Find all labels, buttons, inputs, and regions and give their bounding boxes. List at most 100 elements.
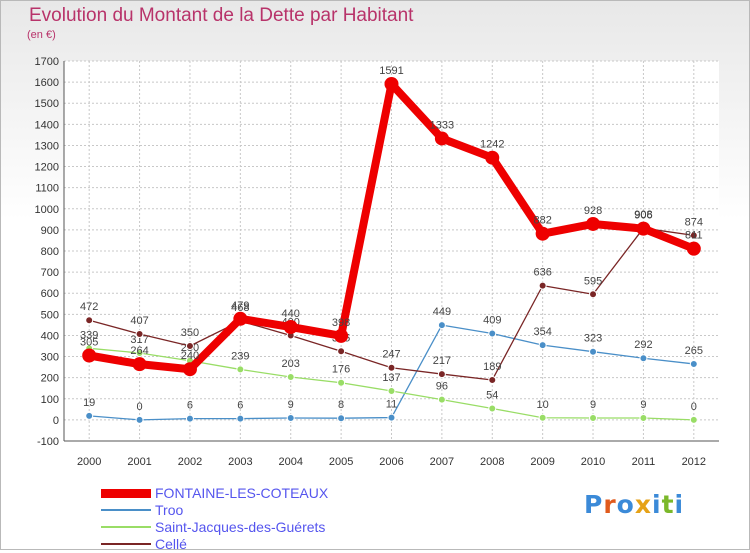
logo-letter: x (634, 490, 652, 519)
legend-label-fontaine: FONTAINE-LES-COTEAUX (155, 485, 329, 501)
data-label-cell: 189 (483, 361, 501, 373)
data-point-saint-jacques-des-gu-rets (488, 404, 497, 413)
y-tick-label: 1000 (35, 204, 59, 216)
data-label-cell: 595 (584, 275, 602, 287)
data-point-troo (538, 341, 547, 350)
data-point-fontaine-les-coteaux (82, 348, 97, 363)
data-point-troo (589, 347, 598, 356)
data-point-cell (538, 281, 547, 290)
data-point-fontaine-les-coteaux (434, 131, 449, 146)
logo-letter: o (616, 490, 635, 519)
x-tick-label: 2012 (682, 456, 706, 468)
y-tick-label: 1200 (35, 162, 59, 174)
y-tick-label: 200 (41, 373, 59, 385)
y-tick-label: 300 (41, 352, 59, 364)
y-tick-label: 800 (41, 246, 59, 258)
logo-letter: t (661, 490, 675, 519)
y-tick-label: 1500 (35, 98, 59, 110)
y-tick-label: 1700 (35, 56, 59, 68)
data-point-troo (488, 329, 497, 338)
data-point-cell (337, 347, 346, 356)
logo-letter: P (584, 490, 604, 519)
y-tick-label: 400 (41, 330, 59, 342)
data-point-fontaine-les-coteaux (384, 77, 399, 92)
data-label-troo: 449 (433, 306, 451, 318)
data-label-fontaine-les-coteaux: 240 (181, 350, 199, 362)
data-point-fontaine-les-coteaux (283, 320, 298, 334)
data-label-saint-jacques-des-gu-rets: 96 (436, 381, 448, 393)
y-tick-label: 900 (41, 225, 59, 237)
data-point-cell (689, 231, 698, 240)
data-label-cell: 874 (685, 216, 703, 228)
data-point-cell (135, 329, 144, 338)
data-point-troo (437, 321, 446, 330)
legend-label-troo: Troo (155, 502, 184, 518)
data-point-fontaine-les-coteaux (586, 216, 601, 231)
data-label-fontaine-les-coteaux: 440 (282, 308, 300, 320)
proxiti-logo: Proxiti (584, 490, 684, 519)
data-label-troo: 0 (137, 401, 143, 413)
data-point-saint-jacques-des-gu-rets (236, 365, 245, 374)
x-tick-label: 2011 (632, 456, 656, 468)
data-point-saint-jacques-des-gu-rets (337, 378, 346, 387)
data-label-saint-jacques-des-gu-rets: 0 (691, 401, 697, 413)
data-label-fontaine-les-coteaux: 398 (332, 317, 350, 329)
x-tick-label: 2008 (480, 456, 504, 468)
data-point-fontaine-les-coteaux (233, 311, 248, 326)
data-point-fontaine-les-coteaux (686, 241, 701, 256)
y-tick-label: 1300 (35, 140, 59, 152)
data-point-cell (589, 290, 598, 299)
data-point-fontaine-les-coteaux (334, 328, 349, 343)
data-point-troo (337, 414, 346, 423)
data-label-saint-jacques-des-gu-rets: 54 (486, 389, 498, 401)
data-label-saint-jacques-des-gu-rets: 317 (130, 334, 148, 346)
data-label-cell: 908 (634, 209, 652, 221)
data-label-cell: 468 (231, 302, 249, 314)
x-tick-label: 2010 (581, 456, 605, 468)
data-label-fontaine-les-coteaux: 479 (231, 300, 249, 312)
x-tick-label: 2003 (228, 456, 252, 468)
data-point-troo (85, 411, 94, 420)
data-label-saint-jacques-des-gu-rets: 203 (282, 358, 300, 370)
data-point-saint-jacques-des-gu-rets (589, 413, 598, 422)
x-tick-label: 2001 (127, 456, 151, 468)
data-point-troo (286, 413, 295, 422)
legend-swatch-saint-jacques (101, 526, 151, 528)
y-tick-label: 0 (53, 415, 59, 427)
data-label-fontaine-les-coteaux: 928 (584, 205, 602, 217)
data-label-fontaine-les-coteaux: 264 (130, 345, 148, 357)
data-label-troo: 19 (83, 397, 95, 409)
y-tick-label: 1600 (35, 77, 59, 89)
x-tick-label: 2009 (530, 456, 554, 468)
data-label-cell: 350 (181, 327, 199, 339)
x-tick-label: 2000 (77, 456, 101, 468)
data-label-cell: 472 (80, 301, 98, 313)
data-label-fontaine-les-coteaux: 1591 (379, 65, 403, 77)
chart-unit: (en €) (27, 29, 56, 41)
data-label-troo: 265 (685, 345, 703, 357)
data-point-fontaine-les-coteaux (182, 362, 197, 377)
data-point-troo (387, 413, 396, 422)
legend-swatch-celle (101, 543, 151, 545)
y-tick-label: 1400 (35, 119, 59, 131)
data-point-saint-jacques-des-gu-rets (689, 415, 698, 424)
y-tick-label: 100 (41, 394, 59, 406)
data-point-fontaine-les-coteaux (535, 226, 550, 241)
x-tick-label: 2002 (178, 456, 202, 468)
y-tick-label: 600 (41, 288, 59, 300)
data-point-fontaine-les-coteaux (485, 150, 500, 165)
data-label-cell: 247 (382, 349, 400, 361)
x-tick-label: 2007 (430, 456, 454, 468)
data-point-troo (185, 414, 194, 423)
legend-swatch-fontaine (101, 489, 151, 498)
data-point-cell (85, 316, 94, 325)
chart-title: Evolution du Montant de la Dette par Hab… (29, 5, 414, 26)
data-label-saint-jacques-des-gu-rets: 239 (231, 350, 249, 362)
data-label-troo: 354 (533, 326, 551, 338)
data-label-troo: 8 (338, 399, 344, 411)
data-point-saint-jacques-des-gu-rets (538, 413, 547, 422)
data-label-fontaine-les-coteaux: 882 (533, 215, 551, 227)
logo-letter: r (603, 490, 617, 519)
